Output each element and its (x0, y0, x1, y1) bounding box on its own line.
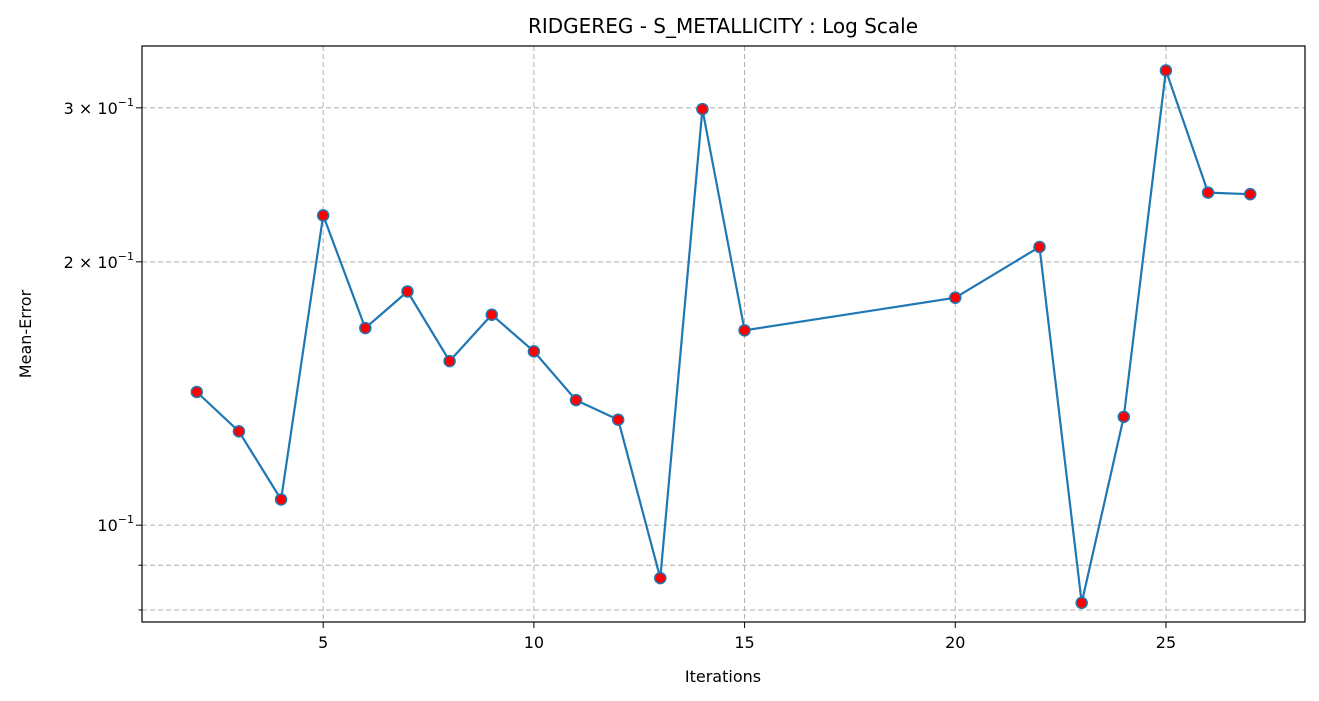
data-point (949, 291, 962, 304)
x-tick-label: 20 (945, 633, 965, 652)
series-layer (190, 64, 1257, 610)
y-tick-label: 3 × 10−1 (64, 96, 134, 118)
data-point (316, 209, 330, 222)
data-point (359, 321, 372, 335)
data-point (190, 385, 204, 399)
x-tick-label: 10 (524, 633, 544, 652)
chart-title: RIDGEREG - S_METALLICITY : Log Scale (528, 14, 918, 38)
data-point (1033, 240, 1046, 254)
y-tick-label: 10−1 (97, 513, 134, 535)
data-point (1243, 187, 1257, 201)
x-tick-label: 5 (318, 633, 328, 652)
data-point (1075, 596, 1088, 610)
data-point (274, 493, 288, 506)
data-point (611, 413, 625, 426)
data-point (569, 393, 583, 407)
y-tick-label: 2 × 10−1 (64, 250, 134, 272)
data-point (738, 324, 751, 337)
data-point (485, 308, 498, 321)
data-point (1159, 64, 1173, 77)
y-axis-label: Mean-Error (16, 289, 35, 378)
ticks-layer: 5 10 15 20 25 10−1 2 × 10−1 3 × 10−1 (64, 96, 1176, 652)
data-point (696, 102, 709, 116)
grid-layer (142, 46, 1305, 622)
x-tick-label: 25 (1156, 633, 1176, 652)
data-point (443, 354, 456, 368)
x-tick-label: 15 (734, 633, 754, 652)
x-axis-label: Iterations (685, 667, 761, 686)
data-point (527, 345, 541, 358)
data-point (1117, 410, 1131, 424)
data-point (232, 425, 246, 438)
data-point (654, 571, 667, 585)
data-point (401, 285, 414, 298)
plot-frame (141, 45, 1306, 623)
series-line (196, 69, 1251, 605)
data-point (1201, 186, 1215, 199)
